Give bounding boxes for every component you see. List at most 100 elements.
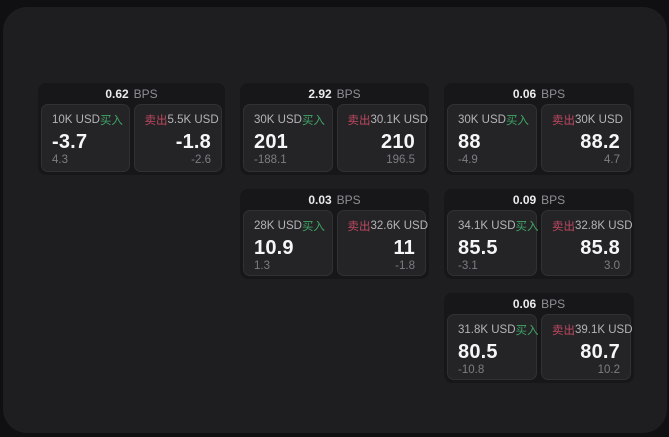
sell-tile[interactable]: 卖出 5.5K USD -1.8 -2.6 [133,104,222,172]
buy-tile[interactable]: 28K USD 买入 10.9 1.3 [243,210,333,276]
trading-window: 0.62 BPS 10K USD 买入 -3.7 4.3 卖出 5.5K USD [3,7,667,433]
sell-price: 85.8 [580,237,620,259]
buy-price: 80.5 [458,341,498,363]
card-header: 0.09 BPS [447,191,631,210]
sell-amount: 30.1K USD [370,114,429,126]
buy-side-label: 买入 [515,221,539,233]
buy-sub-value: -3.1 [458,260,478,272]
buy-sell-tiles: 34.1K USD 买入 85.5 -3.1 卖出 32.8K USD 85.8… [447,210,633,276]
sell-side-label: 卖出 [552,221,575,233]
buy-sub-value: 4.3 [52,154,68,166]
buy-sub-value: -4.9 [458,154,478,166]
buy-tile-top: 10K USD 买入 [52,112,123,128]
sell-tile-top: 卖出 32.8K USD [552,218,633,234]
bps-card: 0.62 BPS 10K USD 买入 -3.7 4.3 卖出 5.5K USD [38,83,225,175]
bps-value: 0.03 [308,193,332,207]
sell-tile[interactable]: 卖出 30K USD 88.2 4.7 [541,104,631,172]
buy-side-label: 买入 [301,115,325,127]
buy-price: -3.7 [52,131,88,153]
sell-tile[interactable]: 卖出 32.6K USD 11 -1.8 [336,210,429,276]
sell-amount: 39.1K USD [575,324,633,336]
buy-price: 88 [458,131,481,153]
bps-value: 0.06 [512,297,537,311]
sell-amount: 32.8K USD [575,220,633,232]
buy-amount: 30K USD [458,114,506,126]
buy-tile[interactable]: 30K USD 买入 88 -4.9 [447,104,537,172]
sell-tile-top: 卖出 32.6K USD [347,218,429,234]
sell-side-label: 卖出 [552,325,575,337]
sell-amount: 32.6K USD [370,220,429,232]
buy-sell-tiles: 30K USD 买入 88 -4.9 卖出 30K USD 88.2 4.7 [447,104,631,172]
bps-unit-label: BPS [541,87,566,101]
sell-sub-value: 3.0 [604,260,620,272]
bps-unit-label: BPS [133,87,158,101]
buy-sell-tiles: 31.8K USD 买入 80.5 -10.8 卖出 39.1K USD 80.… [447,314,633,380]
card-header: 2.92 BPS [243,85,426,104]
card-header: 0.62 BPS [41,85,222,104]
sell-sub-value: -2.6 [191,154,211,166]
buy-price: 10.9 [254,237,294,259]
buy-price: 85.5 [458,237,498,259]
buy-side-label: 买入 [99,115,123,127]
card-header: 0.06 BPS [447,295,631,314]
sell-side-label: 卖出 [347,221,371,233]
sell-tile[interactable]: 卖出 39.1K USD 80.7 10.2 [541,314,633,380]
buy-amount: 30K USD [254,114,302,126]
bps-unit-label: BPS [541,297,566,311]
sell-price: 88.2 [580,131,620,153]
buy-tile[interactable]: 34.1K USD 买入 85.5 -3.1 [447,210,539,276]
bps-card: 0.03 BPS 28K USD 买入 10.9 1.3 卖出 32.6K US… [240,189,429,279]
buy-side-label: 买入 [515,325,539,337]
bps-unit-label: BPS [336,87,361,101]
sell-sub-value: 196.5 [386,154,415,166]
buy-side-label: 买入 [505,115,529,127]
sell-tile-top: 卖出 39.1K USD [552,322,633,338]
sell-side-label: 卖出 [552,115,575,127]
sell-price: 210 [381,131,415,153]
sell-tile[interactable]: 卖出 30.1K USD 210 196.5 [336,104,429,172]
sell-tile-top: 卖出 30.1K USD [347,112,429,128]
bps-unit-label: BPS [336,193,361,207]
buy-amount: 28K USD [254,220,302,232]
sell-amount: 5.5K USD [167,114,219,126]
bps-value: 0.62 [105,87,129,101]
buy-tile[interactable]: 31.8K USD 买入 80.5 -10.8 [447,314,539,380]
buy-sub-value: 1.3 [254,260,270,272]
buy-sub-value: -10.8 [458,364,485,376]
sell-side-label: 卖出 [144,115,168,127]
buy-tile[interactable]: 10K USD 买入 -3.7 4.3 [41,104,130,172]
sell-tile[interactable]: 卖出 32.8K USD 85.8 3.0 [541,210,633,276]
sell-sub-value: 4.7 [604,154,620,166]
buy-sell-tiles: 28K USD 买入 10.9 1.3 卖出 32.6K USD 11 -1.8 [243,210,429,276]
sell-side-label: 卖出 [347,115,371,127]
bps-card: 0.06 BPS 31.8K USD 买入 80.5 -10.8 卖出 39.1… [444,293,634,383]
buy-tile-top: 28K USD 买入 [254,218,325,234]
buy-sell-tiles: 30K USD 买入 201 -188.1 卖出 30.1K USD 210 1… [243,104,429,172]
card-header: 0.03 BPS [243,191,426,210]
sell-tile-top: 卖出 30K USD [552,112,623,128]
bps-unit-label: BPS [541,193,566,207]
buy-sub-value: -188.1 [254,154,287,166]
bps-value: 0.09 [512,193,537,207]
sell-price: 80.7 [580,341,620,363]
sell-price: -1.8 [175,131,211,153]
buy-tile[interactable]: 30K USD 买入 201 -188.1 [243,104,333,172]
buy-side-label: 买入 [301,221,325,233]
bps-card: 2.92 BPS 30K USD 买入 201 -188.1 卖出 30.1K … [240,83,429,175]
buy-tile-top: 30K USD 买入 [458,112,529,128]
buy-tile-top: 30K USD 买入 [254,112,325,128]
buy-price: 201 [254,131,288,153]
bps-card: 0.09 BPS 34.1K USD 买入 85.5 -3.1 卖出 32.8K… [444,189,634,279]
sell-sub-value: 10.2 [597,364,620,376]
sell-sub-value: -1.8 [395,260,415,272]
buy-amount: 31.8K USD [458,324,516,336]
sell-amount: 30K USD [575,114,623,126]
sell-tile-top: 卖出 5.5K USD [144,112,219,128]
buy-amount: 34.1K USD [458,220,516,232]
sell-price: 11 [393,237,415,259]
bps-value: 2.92 [308,87,332,101]
price-card-grid: 0.62 BPS 10K USD 买入 -3.7 4.3 卖出 5.5K USD [38,83,634,383]
buy-amount: 10K USD [52,114,100,126]
card-header: 0.06 BPS [447,85,631,104]
buy-tile-top: 34.1K USD 买入 [458,218,539,234]
